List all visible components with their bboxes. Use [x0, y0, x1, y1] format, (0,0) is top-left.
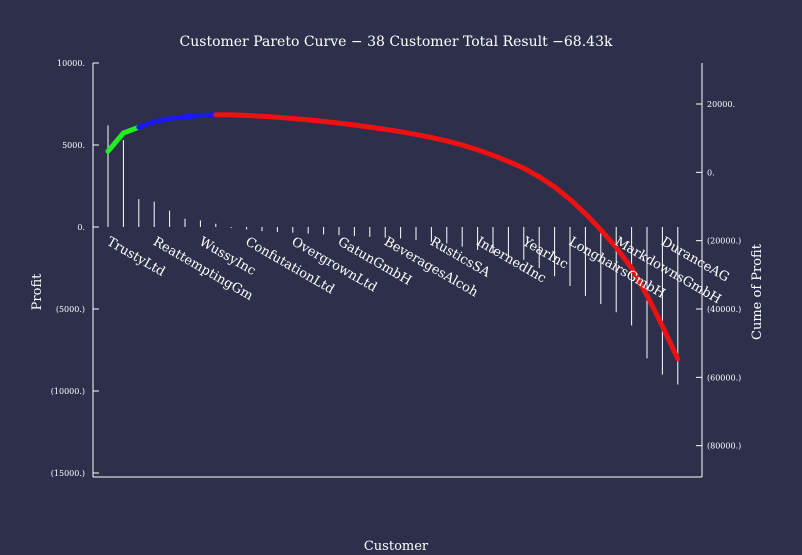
y2-tick-label: (40000.) — [707, 305, 741, 314]
y-tick-label: (5000.) — [56, 305, 85, 314]
x-axis-title: Customer — [364, 539, 429, 554]
y-tick-label: (10000.) — [51, 387, 85, 396]
y2-tick-label: (60000.) — [707, 373, 741, 382]
left-axis-ticks: 10000. 5000. 0. (5000.) (10000.) (15000.) — [51, 59, 99, 478]
chart-title: Customer Pareto Curve − 38 Customer Tota… — [180, 34, 613, 50]
y2-tick-label: (80000.) — [707, 442, 741, 451]
y-axis-title: Profit — [30, 273, 45, 310]
y2-axis-title: Cume of Profit — [750, 243, 765, 340]
y-tick-label: (15000.) — [51, 469, 85, 478]
y2-tick-label: 0. — [707, 168, 715, 177]
y-tick-label: 0. — [77, 223, 85, 232]
y-tick-label: 5000. — [62, 141, 85, 150]
cume-profit-segment — [136, 112, 219, 130]
y-tick-label: 10000. — [57, 59, 85, 68]
right-axis-ticks: 20000. 0. (20000.) (40000.) (60000.) (80000.) — [696, 100, 741, 451]
y2-tick-label: (20000.) — [707, 237, 741, 246]
cume-curve-layer — [105, 112, 681, 362]
y2-tick-label: 20000. — [707, 100, 735, 109]
cume-profit-segment — [213, 112, 681, 362]
cume-profit-segment — [105, 124, 142, 154]
plot-frame — [92, 63, 703, 478]
